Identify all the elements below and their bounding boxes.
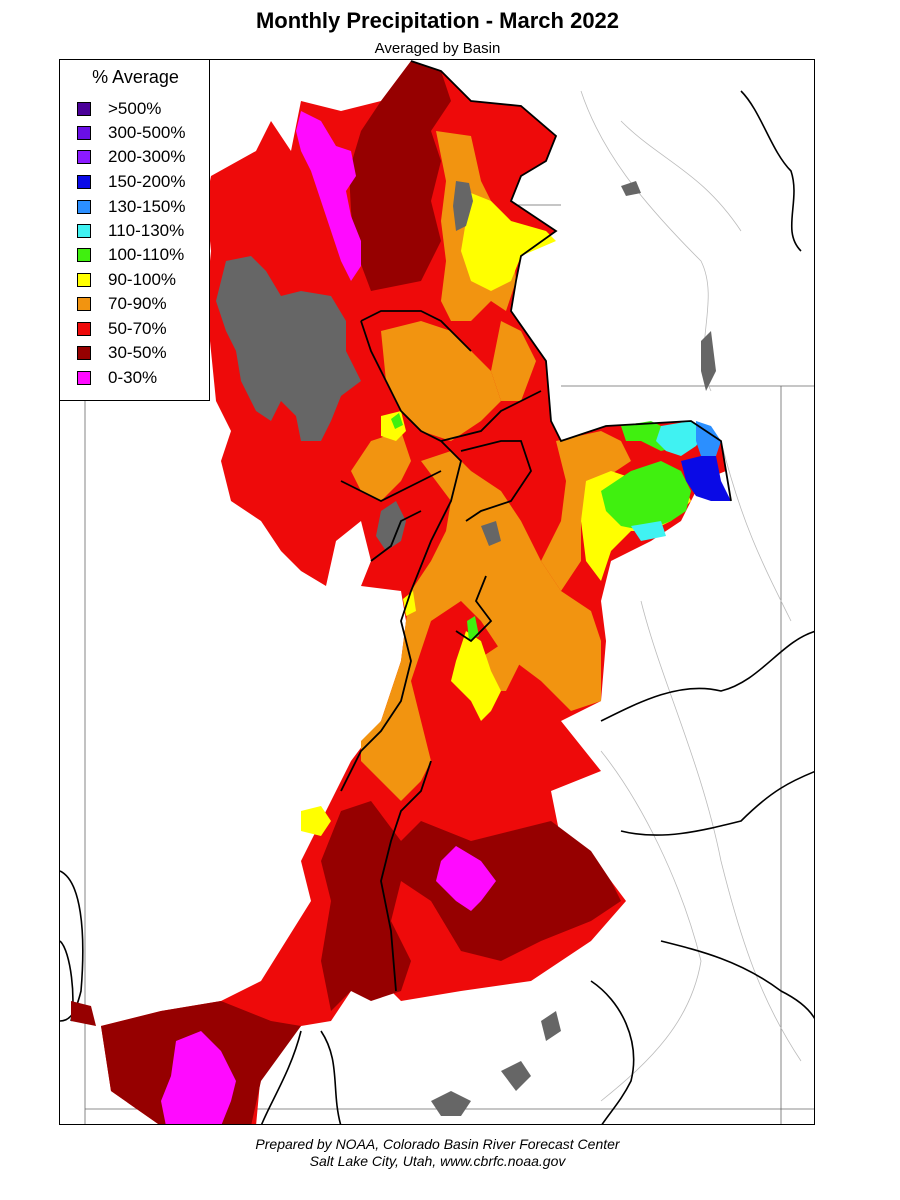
legend-swatch <box>77 175 91 189</box>
basin-130-150-region <box>696 421 721 456</box>
legend-label: 110-130% <box>108 221 185 240</box>
legend-item: 70-90% <box>77 293 167 315</box>
legend-item: 0-30% <box>77 367 157 389</box>
legend-label: 150-200% <box>108 172 186 191</box>
basin-0-30-regions <box>161 111 496 1124</box>
legend-swatch <box>77 102 91 116</box>
legend-label: >500% <box>108 99 162 118</box>
map-frame <box>59 59 815 1125</box>
legend-swatch <box>77 150 91 164</box>
legend-label: 130-150% <box>108 197 186 216</box>
legend-swatch <box>77 200 91 214</box>
legend-swatch <box>77 297 91 311</box>
legend-label: 90-100% <box>108 270 177 289</box>
legend-item: 150-200% <box>77 171 186 193</box>
no-data-lakes <box>216 181 716 1116</box>
legend-title: % Average <box>92 67 179 87</box>
legend-swatch <box>77 322 91 336</box>
legend-label: 100-110% <box>108 245 185 264</box>
legend-swatch <box>77 248 91 262</box>
legend-item: 30-50% <box>77 342 167 364</box>
basin-110-130-region <box>656 421 706 456</box>
map-title: Monthly Precipitation - March 2022 <box>255 8 620 33</box>
precipitation-map <box>60 60 814 1124</box>
legend-swatch <box>77 224 91 238</box>
basin-boundaries <box>340 60 732 992</box>
legend-label: 0-30% <box>108 368 158 387</box>
legend-item: 50-70% <box>77 318 167 340</box>
legend-item: 110-130% <box>77 220 184 242</box>
legend-swatch <box>77 126 91 140</box>
legend-swatch <box>77 273 91 287</box>
basin-150-200-region <box>681 456 731 501</box>
basin-110-130-region-small <box>631 521 666 541</box>
footer-line-2: Salt Lake City, Utah, www.cbrfc.noaa.gov <box>309 1153 566 1169</box>
legend-swatch <box>77 346 91 360</box>
map-subtitle: Averaged by Basin <box>374 40 501 57</box>
footer-line-1: Prepared by NOAA, Colorado Basin River F… <box>255 1136 620 1152</box>
legend-item: 200-300% <box>77 146 186 168</box>
legend-box: % Average >500% 300-500% 200-300% 150-20… <box>59 59 210 401</box>
legend-label: 200-300% <box>108 147 186 166</box>
legend-item: 100-110% <box>77 244 184 266</box>
legend-label: 300-500% <box>108 123 186 142</box>
legend-label: 30-50% <box>108 343 167 362</box>
legend-label: 50-70% <box>108 319 167 338</box>
legend-label: 70-90% <box>108 294 167 313</box>
legend-item: 90-100% <box>77 269 176 291</box>
legend-swatch <box>77 371 91 385</box>
legend-item: >500% <box>77 98 161 120</box>
footer-credit: Prepared by NOAA, Colorado Basin River F… <box>0 1136 875 1170</box>
basin-outlines <box>60 90 814 1124</box>
legend-item: 130-150% <box>77 196 186 218</box>
legend-item: 300-500% <box>77 122 186 144</box>
rivers <box>580 90 802 1102</box>
